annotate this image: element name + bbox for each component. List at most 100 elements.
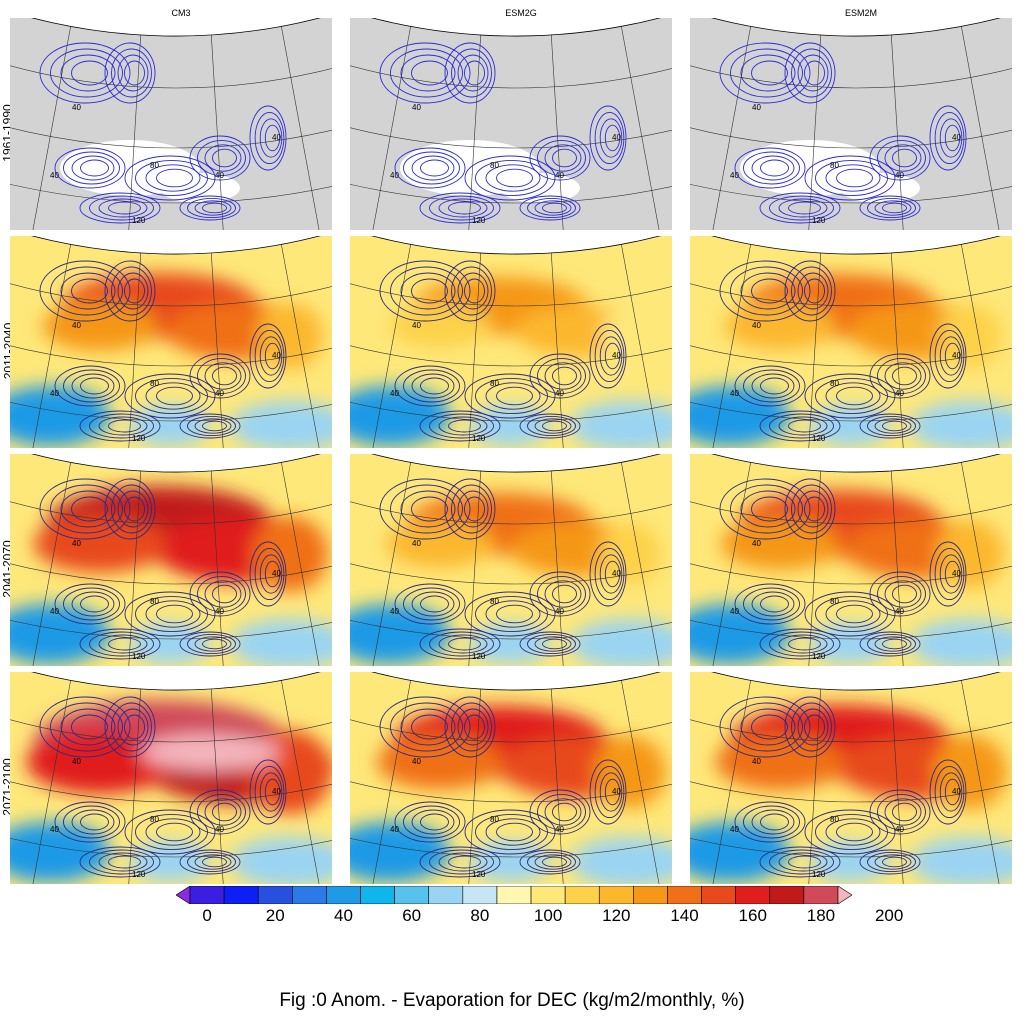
contour-label: 120 [132,652,146,661]
contour-line [60,490,116,528]
contour-line [534,854,572,870]
contour-line [751,373,795,399]
graticule-meridian [807,688,822,884]
contour-line [527,851,576,873]
contour-line [825,382,881,410]
colorbar-swatch [257,886,293,904]
colorbar-tick-label: 180 [806,906,836,925]
contour-label: 40 [895,607,904,616]
contour-line [400,708,456,746]
contour-line [529,353,591,399]
contour-label: 120 [812,434,826,443]
contour-line [197,139,246,177]
contour-label: 40 [215,607,224,616]
contour-line [485,600,541,628]
graticule-meridian [281,244,321,448]
graticule-meridian [711,462,751,666]
contour-line [882,856,907,868]
contour-line [39,42,131,104]
contour-line [156,822,193,842]
contour-line [944,342,961,370]
contour-line [145,382,201,410]
contour-line [249,323,287,389]
contour-label: 120 [472,870,486,879]
contour-line [189,789,251,835]
contour-line [874,636,912,652]
contour-line [934,111,965,165]
contour-line [50,266,123,316]
colorbar-tick-label: 120 [602,906,631,925]
contour-line [420,159,449,177]
contour-line [71,714,108,740]
map-panel: 40 80 120 40 40 40 [690,18,1012,230]
contour-line [804,809,896,855]
contour-line [552,366,577,386]
contour-line [189,571,251,617]
contour-line [259,336,283,376]
contour-label: 120 [132,870,146,879]
graticule-parallel [10,685,332,743]
contour-label: 40 [215,171,224,180]
contour-line [734,365,806,407]
colorbar-swatch [564,886,600,904]
contour-line [411,714,448,740]
contour-line [202,420,227,432]
anomaly-cool-area [230,401,332,448]
contour-line [202,856,227,868]
contour-line [419,410,501,442]
contour-label: 120 [812,870,826,879]
contour-label: 40 [895,389,904,398]
map-panel-svg: 40 80 120 40 40 40 [350,454,672,666]
colorbar-swatch [394,886,430,904]
contour-line [882,420,907,432]
contour-line [542,856,567,868]
contour-line [379,478,471,540]
contour-line [50,48,123,98]
contour-line [451,266,492,316]
colorbar-swatch [735,886,771,904]
anomaly-warm-area [385,520,495,568]
contour-line [594,765,625,819]
contour-line [117,54,149,92]
colorbar-tick-label: 140 [670,906,699,925]
graticule-parallel [10,571,332,640]
contour-line [204,362,242,390]
graticule-parallel [690,685,1012,743]
contour-line [80,159,109,177]
graticule-meridian [807,34,822,230]
map-panel: 40 80 120 40 40 40 [10,236,332,448]
graticule-parallel [350,685,672,743]
graticule-parallel [690,135,1012,204]
contour-line [867,197,916,219]
contour-line [537,139,586,177]
graticule-meridian [807,252,822,448]
contour-label: 120 [472,216,486,225]
contour-label: 40 [612,569,621,578]
colorbar-swatch [292,886,327,904]
graticule-parallel [10,135,332,204]
contour-label: 40 [50,389,59,398]
contour-line [264,560,281,588]
graticule-parallel [350,739,672,803]
contour-line [534,418,572,434]
contour-line [429,195,494,221]
contour-line [874,200,912,216]
contour-line [804,373,896,419]
contour-line [944,560,961,588]
contour-line [719,696,811,758]
contour-line [419,628,501,660]
contour-line [529,135,591,181]
contour-line [108,637,141,651]
contour-line [892,802,917,822]
contour-line [751,591,795,617]
contour-line [89,195,154,221]
contour-line [104,260,156,322]
map-panel-svg: 40 80 120 40 40 40 [10,236,332,448]
contour-line [464,496,485,522]
contour-line [197,575,246,613]
contour-label: 40 [752,321,761,330]
contour-line [527,633,576,655]
contour-line [39,260,131,322]
colorbar-swatch [803,886,839,904]
contour-line [187,197,236,219]
